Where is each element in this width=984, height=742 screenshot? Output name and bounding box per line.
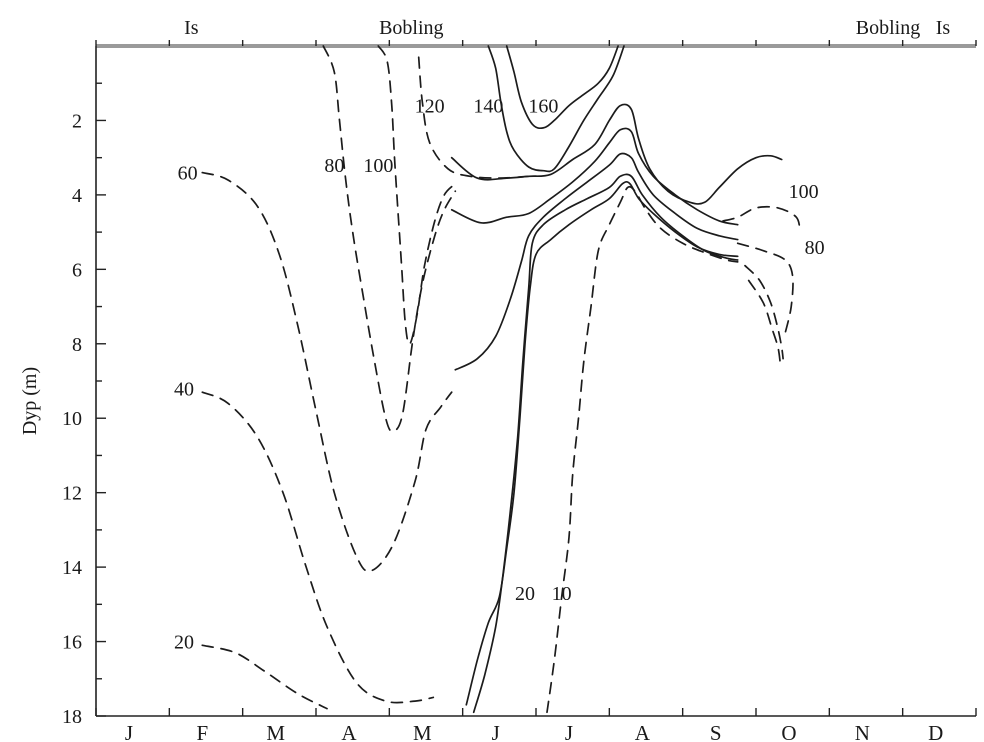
month-label: A [341,721,357,742]
contour-label: 100 [363,155,393,177]
contour-160-7 [505,45,619,130]
y-tick-label: 18 [62,706,82,728]
contour-20-11 [465,180,739,706]
month-label: J [125,721,133,742]
month-label: N [855,721,870,742]
contour-unlabeled-9 [450,127,739,226]
contour-label: 60 [178,163,198,185]
contour-label: 20 [174,632,194,654]
contour-lines [201,45,801,714]
season-label: Bobling [856,17,920,39]
month-label: J [492,721,500,742]
y-tick-label: 12 [62,483,82,505]
y-tick-label: 4 [72,185,82,207]
contour-label: 80 [805,237,825,259]
contour-label: 140 [473,96,503,118]
chart-labels: 2 4 6 8 10 12 14 16 18 Dyp (m) J F M A M J J A S O N D Is Bobli… [19,17,950,742]
contour-unlabeled-8 [450,103,783,205]
contour-label: 10 [552,583,572,605]
month-label: M [266,721,285,742]
contour-unlabeled-10 [454,152,739,371]
y-tick-label: 10 [62,408,82,430]
contour-unlabeled-16 [744,264,784,360]
y-tick-label: 2 [72,110,82,132]
plot-frame [95,40,977,717]
contour-100-4 [377,45,457,345]
contour-unlabeled-17 [747,279,782,364]
month-label: J [565,721,573,742]
y-tick-label: 8 [72,334,82,356]
season-label: Is [936,17,951,39]
y-tick-label: 16 [62,632,82,654]
contour-label: 80 [324,155,344,177]
contour-80-3 [322,45,457,433]
contour-10-13 [546,185,739,714]
contour-140-6 [487,45,625,173]
contour-unlabeled-12 [472,173,739,714]
month-label: D [928,721,943,742]
month-label: M [413,721,432,742]
y-tick-label: 14 [62,557,82,579]
month-label: F [196,721,208,742]
contour-label: 100 [789,181,819,203]
contour-60-2 [201,171,453,573]
contour-80-15 [736,242,794,334]
contour-100-14 [722,205,801,233]
season-label: Bobling [379,17,443,39]
contour-label: 120 [415,96,445,118]
contour-40-1 [201,391,435,704]
contour-label: 40 [174,378,194,400]
y-tick-label: 6 [72,259,82,281]
month-label: S [710,721,722,742]
season-label: Is [184,17,199,39]
month-label: O [781,721,796,742]
contour-label: 160 [528,96,558,118]
contour-20-0 [201,644,328,710]
contour-120-5 [417,56,530,179]
contour-label: 20 [515,583,535,605]
month-label: A [635,721,651,742]
y-axis-label: Dyp (m) [19,367,41,435]
